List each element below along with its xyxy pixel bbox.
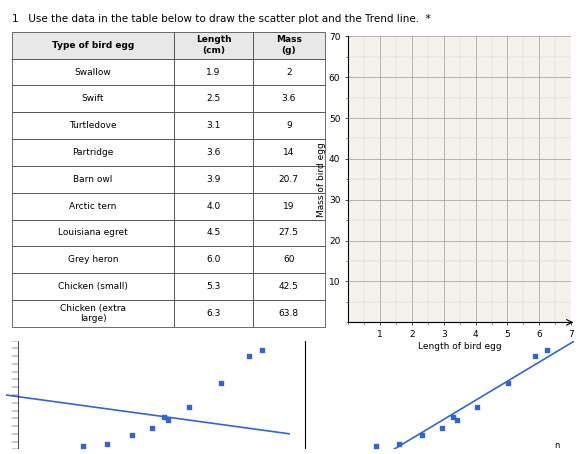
Point [216,380,226,387]
Point [127,432,136,439]
Point [103,440,112,448]
Point [245,352,254,360]
Point [371,443,380,450]
Text: 1   Use the data in the table below to draw the scatter plot and the Trend line.: 1 Use the data in the table below to dra… [12,14,430,24]
X-axis label: Length of bird egg: Length of bird egg [418,342,502,351]
Point [542,346,552,354]
Point [531,352,540,360]
Point [184,403,193,410]
Point [160,414,169,421]
Point [472,403,481,410]
Point [418,432,427,439]
Y-axis label: Mass of bird egg: Mass of bird egg [317,142,326,217]
Point [164,416,173,424]
Point [78,443,88,450]
Point [394,440,404,448]
Text: n: n [554,441,560,450]
Point [147,424,157,431]
Point [257,346,266,354]
Point [449,414,458,421]
Point [437,424,447,431]
Point [453,416,462,424]
Point [503,380,513,387]
